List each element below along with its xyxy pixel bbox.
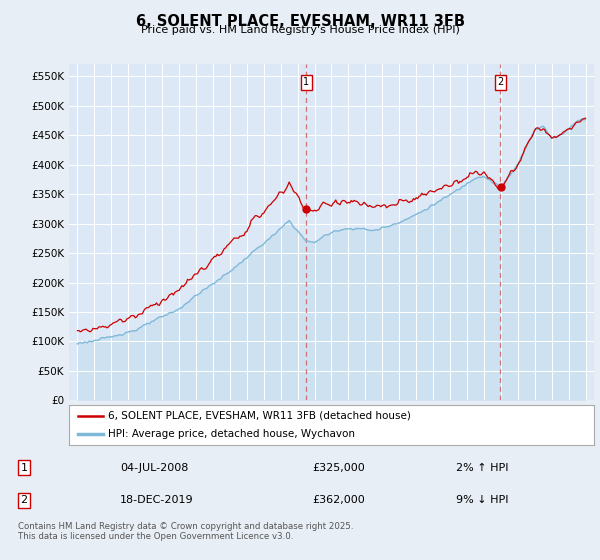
Text: 04-JUL-2008: 04-JUL-2008 xyxy=(120,463,188,473)
Text: HPI: Average price, detached house, Wychavon: HPI: Average price, detached house, Wych… xyxy=(109,430,355,439)
Text: 6, SOLENT PLACE, EVESHAM, WR11 3FB (detached house): 6, SOLENT PLACE, EVESHAM, WR11 3FB (deta… xyxy=(109,411,411,421)
Text: 2: 2 xyxy=(497,77,503,87)
Text: 1: 1 xyxy=(303,77,309,87)
Text: 2% ↑ HPI: 2% ↑ HPI xyxy=(456,463,509,473)
Text: 9% ↓ HPI: 9% ↓ HPI xyxy=(456,495,509,505)
Text: 2: 2 xyxy=(20,495,28,505)
Text: £362,000: £362,000 xyxy=(312,495,365,505)
Text: 1: 1 xyxy=(20,463,28,473)
Text: Price paid vs. HM Land Registry's House Price Index (HPI): Price paid vs. HM Land Registry's House … xyxy=(140,25,460,35)
Text: Contains HM Land Registry data © Crown copyright and database right 2025.
This d: Contains HM Land Registry data © Crown c… xyxy=(18,522,353,542)
Text: £325,000: £325,000 xyxy=(312,463,365,473)
Text: 18-DEC-2019: 18-DEC-2019 xyxy=(120,495,194,505)
Text: 6, SOLENT PLACE, EVESHAM, WR11 3FB: 6, SOLENT PLACE, EVESHAM, WR11 3FB xyxy=(136,14,464,29)
